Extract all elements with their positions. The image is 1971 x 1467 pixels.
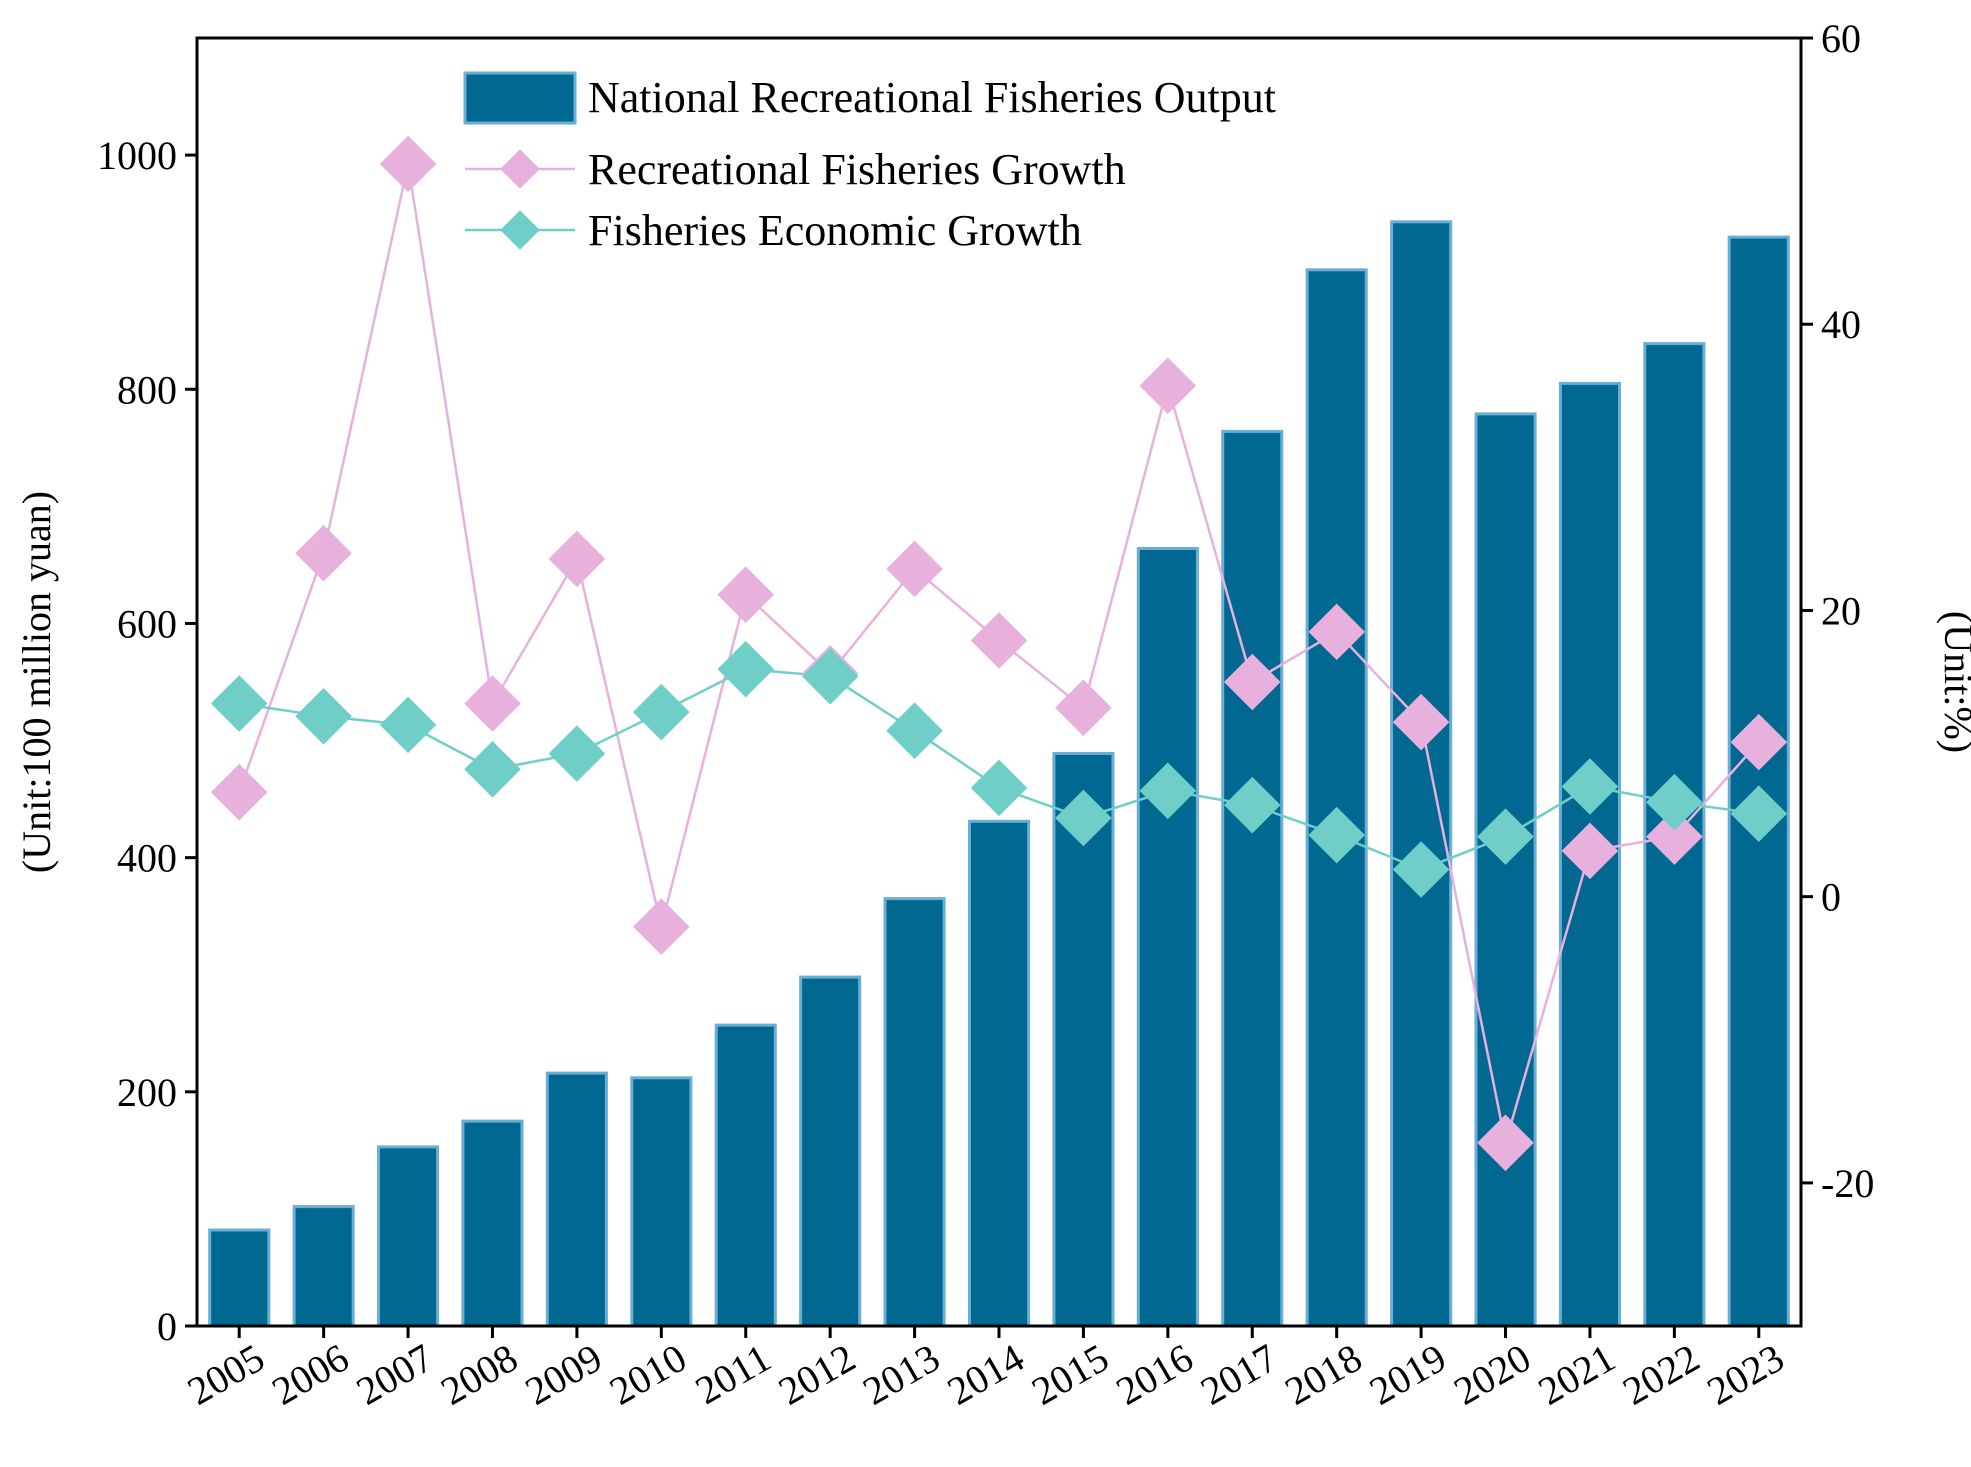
marker-recreational-2007 bbox=[379, 135, 437, 193]
x-tick-label-2005: 2005 bbox=[180, 1335, 272, 1414]
marker-economic-2012 bbox=[801, 648, 859, 705]
x-tick-label-2016: 2016 bbox=[1109, 1335, 1201, 1414]
bar-2015 bbox=[1052, 751, 1115, 1328]
marker-recreational-2017 bbox=[1224, 653, 1281, 711]
y-left-tick-label: 600 bbox=[117, 601, 177, 646]
bar-2023 bbox=[1727, 235, 1790, 1328]
legend-recreational-marker bbox=[500, 149, 540, 189]
bar-2010 bbox=[630, 1076, 693, 1328]
bar-2017 bbox=[1221, 429, 1284, 1328]
marker-economic-2008 bbox=[464, 741, 521, 798]
marker-recreational-2006 bbox=[295, 524, 352, 582]
marker-recreational-2010 bbox=[633, 898, 690, 955]
marker-economic-2016 bbox=[1139, 762, 1197, 820]
bar-2013 bbox=[883, 897, 946, 1328]
y-right-tick-label: 20 bbox=[1821, 588, 1861, 633]
marker-economic-2010 bbox=[633, 683, 690, 741]
marker-recreational-2019 bbox=[1392, 693, 1450, 751]
y-left-tick-label: 0 bbox=[157, 1304, 177, 1349]
x-tick-label-2007: 2007 bbox=[349, 1335, 441, 1414]
marker-recreational-2008 bbox=[464, 675, 521, 732]
marker-economic-2014 bbox=[970, 759, 1028, 817]
marker-economic-2022 bbox=[1646, 773, 1703, 831]
x-tick-label-2015: 2015 bbox=[1024, 1335, 1116, 1414]
marker-recreational-2005 bbox=[210, 763, 268, 821]
marker-economic-2018 bbox=[1308, 806, 1365, 864]
marker-recreational-2018 bbox=[1308, 603, 1365, 661]
marker-economic-2009 bbox=[548, 725, 606, 782]
bar-2018 bbox=[1305, 268, 1368, 1328]
marker-economic-2020 bbox=[1477, 808, 1534, 865]
marker-economic-2021 bbox=[1561, 758, 1619, 815]
y-right-tick-label: 40 bbox=[1821, 302, 1861, 347]
marker-economic-2019 bbox=[1392, 841, 1450, 898]
x-tick-label-2012: 2012 bbox=[771, 1335, 863, 1414]
x-tick-label-2014: 2014 bbox=[940, 1335, 1032, 1414]
y-left-tick-label: 800 bbox=[117, 367, 177, 412]
y-right-tick-label: 0 bbox=[1821, 875, 1841, 920]
marker-recreational-2023 bbox=[1730, 713, 1788, 771]
marker-economic-2007 bbox=[379, 696, 437, 754]
bar-2012 bbox=[799, 975, 862, 1328]
marker-recreational-2014 bbox=[970, 612, 1028, 669]
bar-2008 bbox=[461, 1119, 524, 1328]
x-tick-label-2010: 2010 bbox=[602, 1335, 694, 1414]
marker-recreational-2016 bbox=[1139, 357, 1197, 415]
marker-recreational-2015 bbox=[1055, 679, 1112, 737]
marker-recreational-2013 bbox=[886, 540, 943, 598]
x-tick-label-2009: 2009 bbox=[518, 1335, 610, 1414]
x-tick-label-2020: 2020 bbox=[1446, 1335, 1538, 1414]
marker-economic-2011 bbox=[717, 640, 774, 698]
legend-economic-label: Fisheries Economic Growth bbox=[588, 206, 1082, 255]
marker-economic-2017 bbox=[1224, 776, 1281, 834]
marker-recreational-2022 bbox=[1646, 808, 1703, 865]
y-right-tick-label: 60 bbox=[1821, 16, 1861, 61]
x-tick-label-2006: 2006 bbox=[264, 1335, 356, 1414]
x-tick-label-2017: 2017 bbox=[1193, 1335, 1285, 1414]
y-left-tick-label: 400 bbox=[117, 836, 177, 881]
legend: National Recreational Fisheries Output R… bbox=[463, 71, 1276, 255]
y-left-axis-title: (Unit:100 million yuan) bbox=[14, 491, 59, 873]
x-tick-label-2021: 2021 bbox=[1531, 1335, 1623, 1414]
x-tick-label-2019: 2019 bbox=[1362, 1335, 1454, 1414]
x-tick-label-2013: 2013 bbox=[855, 1335, 947, 1414]
bar-2005 bbox=[208, 1228, 271, 1328]
marker-economic-2015 bbox=[1055, 789, 1112, 847]
bar-2011 bbox=[714, 1023, 777, 1328]
legend-bar-label: National Recreational Fisheries Output bbox=[588, 73, 1276, 122]
marker-economic-2013 bbox=[886, 702, 943, 759]
y-left-tick-label: 1000 bbox=[97, 133, 177, 178]
marker-economic-2006 bbox=[295, 688, 352, 745]
bar-2006 bbox=[292, 1205, 355, 1328]
bar-2016 bbox=[1136, 547, 1199, 1328]
y-right-tick-label: -20 bbox=[1821, 1161, 1874, 1206]
bar-2007 bbox=[377, 1145, 440, 1328]
x-tick-label-2018: 2018 bbox=[1277, 1335, 1369, 1414]
x-tick-label-2011: 2011 bbox=[688, 1335, 778, 1413]
marker-recreational-2011 bbox=[717, 566, 774, 623]
bar-2020 bbox=[1474, 412, 1537, 1328]
x-tick-label-2008: 2008 bbox=[433, 1335, 525, 1414]
bars-layer bbox=[208, 220, 1790, 1328]
legend-recreational-label: Recreational Fisheries Growth bbox=[588, 145, 1126, 194]
legend-bar-swatch bbox=[463, 71, 577, 125]
x-tick-label-2022: 2022 bbox=[1615, 1335, 1707, 1414]
bar-2019 bbox=[1390, 220, 1453, 1328]
bar-2009 bbox=[545, 1071, 608, 1328]
bar-2014 bbox=[968, 819, 1031, 1328]
marker-economic-2023 bbox=[1730, 785, 1788, 842]
marker-recreational-2020 bbox=[1477, 1114, 1534, 1172]
x-tick-label-2023: 2023 bbox=[1700, 1335, 1792, 1414]
legend-economic-marker bbox=[500, 210, 540, 250]
marker-recreational-2021 bbox=[1561, 822, 1619, 880]
marker-recreational-2009 bbox=[548, 530, 606, 588]
y-left-tick-label: 200 bbox=[117, 1070, 177, 1115]
y-right-axis-title: (Unit:%) bbox=[1936, 611, 1971, 753]
marker-economic-2005 bbox=[210, 675, 268, 732]
